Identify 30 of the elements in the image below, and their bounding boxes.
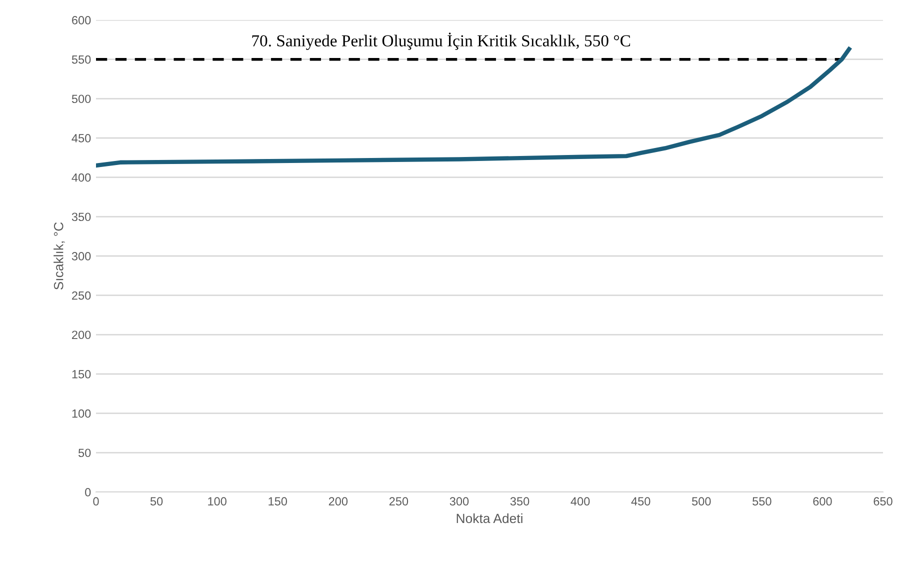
x-axis-title: Nokta Adeti — [456, 513, 522, 524]
y-tick-label: 200 — [72, 330, 91, 340]
x-tick-label: 250 — [389, 497, 408, 506]
y-axis-title: Sıcaklık, °C — [54, 222, 65, 290]
x-tick-label: 150 — [268, 497, 288, 506]
y-tick-label: 450 — [72, 134, 91, 142]
y-tick-label: 100 — [72, 409, 91, 418]
x-tick-label: 300 — [450, 497, 469, 506]
x-tick-label: 400 — [570, 497, 590, 506]
x-tick-label: 200 — [328, 497, 348, 506]
y-tick-label: 550 — [72, 55, 91, 64]
x-tick-label: 600 — [813, 497, 832, 506]
y-tick-label: 0 — [85, 488, 91, 496]
y-tick-label: 300 — [72, 252, 91, 260]
y-tick-label: 350 — [72, 212, 91, 222]
x-tick-label: 100 — [208, 497, 226, 506]
y-tick-label: 500 — [72, 94, 91, 104]
x-tick-label: 450 — [631, 497, 650, 506]
x-tick-label: 650 — [874, 497, 892, 506]
ref-line-label: 70. Saniyede Perlit Oluşumu İçin Kritik Sıcaklık, 550 °C — [252, 32, 630, 50]
y-tick-label: 150 — [72, 370, 91, 378]
y-tick-label: 600 — [72, 16, 91, 24]
x-tick-label: 500 — [692, 497, 711, 506]
x-tick-label: 550 — [752, 497, 772, 506]
y-tick-label: 250 — [72, 291, 91, 300]
y-tick-label: 50 — [78, 448, 91, 458]
x-tick-label: 0 — [93, 497, 99, 506]
x-tick-label: 350 — [510, 497, 530, 506]
x-tick-label: 50 — [150, 497, 163, 506]
y-tick-label: 400 — [72, 173, 91, 182]
